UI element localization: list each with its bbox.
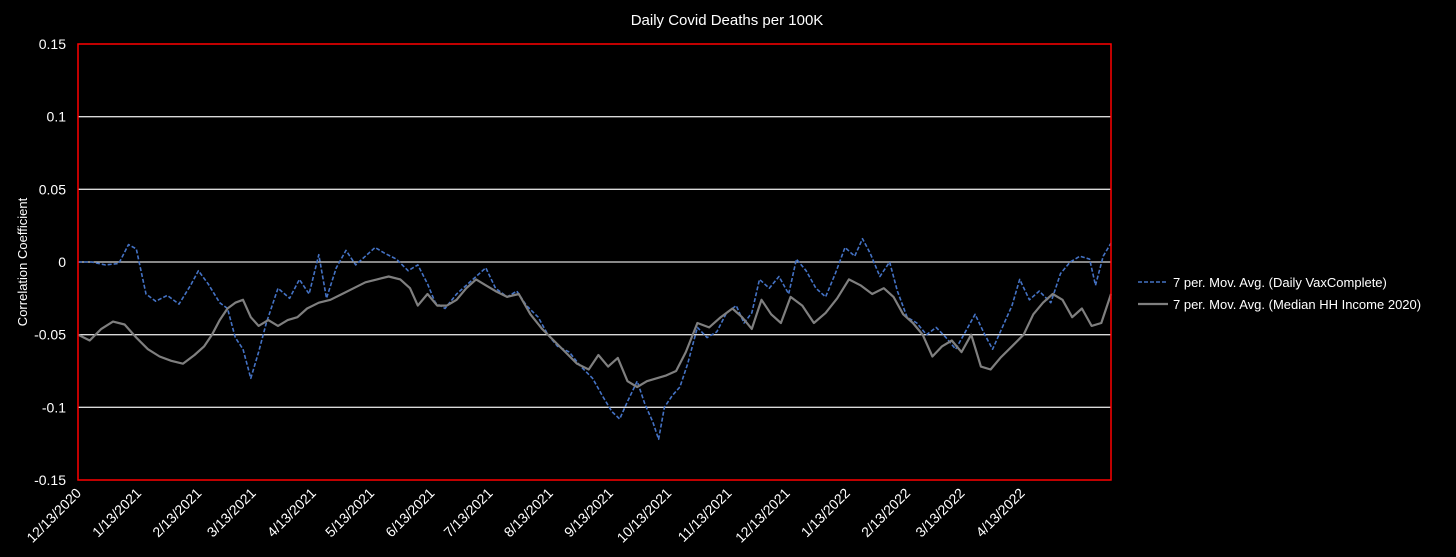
x-tick-label: 1/13/2022 [798, 485, 854, 541]
y-tick-label: 0.15 [39, 36, 66, 52]
x-tick-label: 4/13/2022 [972, 485, 1028, 541]
x-tick-label: 3/13/2021 [204, 485, 260, 541]
y-tick-label: -0.15 [34, 472, 66, 488]
x-tick-label: 9/13/2021 [561, 485, 617, 541]
x-tick-label: 11/13/2021 [674, 485, 734, 545]
x-tick-label: 8/13/2021 [501, 485, 557, 541]
y-tick-label: 0 [58, 254, 66, 270]
x-tick-label: 12/13/2021 [732, 485, 793, 546]
y-axis-ticks: 0.15 0.1 0.05 0 -0.05 -0.1 -0.15 [34, 36, 66, 488]
legend: 7 per. Mov. Avg. (Daily VaxComplete) 7 pe… [1138, 275, 1421, 312]
y-tick-label: -0.05 [34, 327, 66, 343]
chart-title: Daily Covid Deaths per 100K [631, 12, 824, 29]
series-line-2 [77, 275, 1113, 389]
x-tick-label: 7/13/2021 [440, 485, 496, 541]
plot-area-border [77, 43, 1112, 481]
x-tick-label: 5/13/2021 [322, 485, 378, 541]
y-tick-label: 0.05 [39, 181, 66, 197]
series-line-1 [78, 237, 1112, 441]
x-tick-label: 3/13/2022 [912, 485, 968, 541]
series-lines [77, 237, 1113, 441]
x-tick-label: 2/13/2021 [149, 485, 205, 541]
x-tick-label: 4/13/2021 [264, 485, 320, 541]
legend-label: 7 per. Mov. Avg. (Daily VaxComplete) [1173, 275, 1387, 290]
x-tick-label: 1/13/2021 [89, 485, 145, 541]
y-tick-label: 0.1 [47, 109, 67, 125]
x-tick-label: 12/13/2020 [23, 485, 84, 546]
y-axis-label: Correlation Coefficient [15, 197, 30, 326]
legend-label: 7 per. Mov. Avg. (Median HH Income 2020) [1173, 297, 1421, 312]
x-tick-label: 2/13/2022 [858, 485, 914, 541]
x-axis-ticks: 12/13/2020 1/13/2021 2/13/2021 3/13/2021 4/1… [23, 485, 1028, 546]
y-tick-label: -0.1 [42, 399, 66, 415]
gridlines [78, 116, 1111, 408]
x-tick-label: 6/13/2021 [382, 485, 438, 541]
x-tick-label: 10/13/2021 [614, 485, 675, 546]
